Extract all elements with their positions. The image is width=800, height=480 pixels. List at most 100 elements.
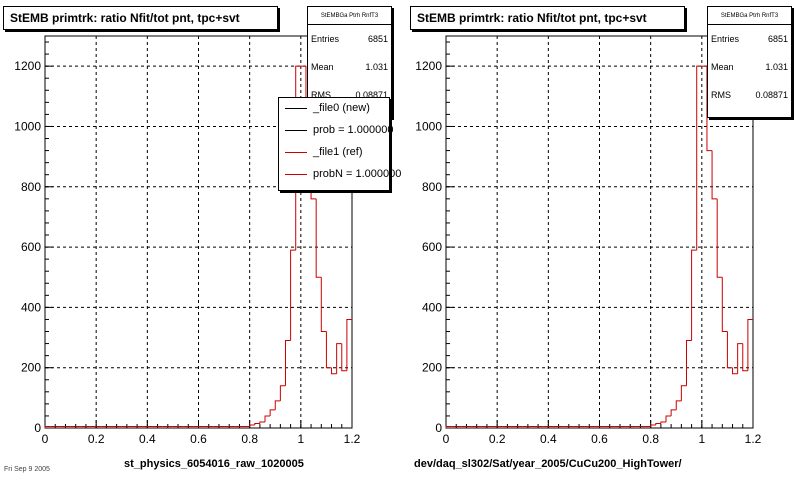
legend-line-file0 xyxy=(285,108,307,109)
panel-1-histogram-bin xyxy=(284,340,291,386)
panel-2-y-tick-label: 400 xyxy=(422,300,442,314)
panel-1-histogram-bin xyxy=(264,415,271,422)
panel-1-mean-label: Mean xyxy=(311,62,334,72)
panel-1-histogram-bin xyxy=(249,424,255,427)
panel-2-x-tick-label: 0.4 xyxy=(540,432,557,446)
panel-1-histogram-bin xyxy=(320,277,327,333)
legend-entry-file1: _file1 (ref) xyxy=(279,142,389,164)
panel-2-x-tick-label: 0 xyxy=(443,432,450,446)
panel-1-histogram-bin xyxy=(254,422,260,425)
panel-1-histogram-bin xyxy=(269,409,276,416)
panel-2-histogram-bin xyxy=(711,150,718,200)
panel-2-histogram-bin xyxy=(706,66,713,152)
panel-1-y-tick-label: 400 xyxy=(21,300,41,314)
panel-1-histogram-bin xyxy=(259,421,266,424)
legend-label-file1: _file1 (ref) xyxy=(313,146,363,158)
panel-2-rms-label: RMS xyxy=(711,90,731,100)
panel-1-histogram-bin xyxy=(315,198,322,278)
panel-2-histogram-bin xyxy=(445,425,452,428)
panel-1-x-tick-label: 1 xyxy=(297,432,304,446)
legend-entry-prob: prob = 1.000000 xyxy=(279,120,393,142)
panel-2-y-tick-label: 0 xyxy=(435,421,442,435)
legend-line-probN xyxy=(285,174,307,175)
panel-1-entries-value: 6851 xyxy=(367,34,388,44)
panel-1-histogram-bin xyxy=(331,367,337,375)
panel-2-histogram-bin xyxy=(737,343,743,374)
panel-2-title-text: StEMB primtrk: ratio Nfit/tot pnt, tpc+s… xyxy=(417,11,647,25)
panel-2-y-tick-label: 1200 xyxy=(415,59,442,73)
panel-2-histogram-bin xyxy=(665,415,672,422)
panel-1-y-tick-label: 1000 xyxy=(14,119,41,133)
panel-2-y-tick-label: 600 xyxy=(422,240,442,254)
panel-1-rms-value: 0.08871 xyxy=(355,90,388,100)
panel-1-rms-label: RMS xyxy=(311,90,331,100)
panel-2-mean-label: Mean xyxy=(711,62,734,72)
panel-1-histogram-bin xyxy=(336,343,342,374)
panel-2-histogram-bin xyxy=(732,367,738,375)
panel-2-title: StEMB primtrk: ratio Nfit/tot pnt, tpc+s… xyxy=(410,6,685,30)
panel-1-stats-name: StEMBGa Ptrh RnfT3 xyxy=(308,7,391,25)
legend-label-file0: _file0 (new) xyxy=(313,102,370,114)
panel-2-x-tick-label: 0.6 xyxy=(591,432,608,446)
panel-1-title: StEMB primtrk: ratio Nfit/tot pnt, tpc+s… xyxy=(3,6,278,30)
panel-2-histogram-bin xyxy=(670,409,677,416)
panel-2-histogram-bin xyxy=(726,331,733,369)
panel-1-entries-label: Entries xyxy=(311,34,340,44)
panel-2-stats-name: StEMBGa Ptrh RnfT3 xyxy=(708,7,791,25)
panel-1-y-tick-label: 600 xyxy=(21,240,41,254)
panel-1-x-tick-label: 0.6 xyxy=(190,432,207,446)
panel-2-histogram-bin xyxy=(696,65,702,251)
panel-1-x-tick-label: 0 xyxy=(42,432,49,446)
panel-1-x-tick-label: 0.8 xyxy=(241,432,258,446)
panel-1-xlabel: st_physics_6054016_raw_1020005 xyxy=(124,458,304,470)
panel-1-title-text: StEMB primtrk: ratio Nfit/tot pnt, tpc+s… xyxy=(10,11,240,25)
panel-2-histogram-bin xyxy=(742,343,748,372)
panel-2-rms-value: 0.08871 xyxy=(755,90,788,100)
panel-2-stats-box: StEMBGa Ptrh RnfT3 Entries 6851 Mean 1.031… xyxy=(707,6,792,118)
panel-2-x-tick-label: 1.2 xyxy=(745,432,762,446)
panel-1-histogram-bin xyxy=(279,385,286,401)
panel-2-x-tick-label: 0.8 xyxy=(642,432,659,446)
panel-1-mean-value: 1.031 xyxy=(365,62,388,72)
panel-1-x-tick-label: 1.2 xyxy=(344,432,361,446)
panel-2-entries-value: 6851 xyxy=(767,34,788,44)
panel-2-histogram-bin xyxy=(716,198,723,278)
panel-1-histogram-bin xyxy=(325,331,332,369)
panel-1-x-tick-label: 0.2 xyxy=(88,432,105,446)
legend-entry-file0: _file0 (new) xyxy=(279,98,389,120)
panel-2-histogram-bin xyxy=(675,400,682,410)
panel-1-histogram-bin xyxy=(44,425,51,428)
panel-2-mean-value: 1.031 xyxy=(765,62,788,72)
panel-2-x-tick-label: 1 xyxy=(698,432,705,446)
panel-2-y-tick-label: 800 xyxy=(422,180,442,194)
panel-1-y-tick-label: 800 xyxy=(21,180,41,194)
legend-label-prob: prob = 1.000000 xyxy=(313,124,394,136)
panel-1-x-tick-label: 0.4 xyxy=(139,432,156,446)
panel-1-histogram-bin xyxy=(274,400,281,410)
panel-2-y-tick-label: 200 xyxy=(422,361,442,375)
panel-2-histogram-bin xyxy=(650,424,656,427)
panel-2-histogram-bin xyxy=(721,277,728,333)
panel-2-y-tick-label: 1000 xyxy=(415,119,442,133)
panel-2-histogram-bin xyxy=(660,421,667,424)
legend-label-probN: probN = 1.000000 xyxy=(313,168,402,180)
panel-2-histogram-bin xyxy=(691,249,697,341)
panel-1-y-tick-label: 1200 xyxy=(14,59,41,73)
panel-1-histogram-bin xyxy=(346,318,352,371)
legend-entry-probN: probN = 1.000000 xyxy=(279,164,401,186)
timestamp: Fri Sep 9 2005 xyxy=(4,466,50,473)
legend-line-file1 xyxy=(285,152,307,153)
panel-2-entries-label: Entries xyxy=(711,34,740,44)
panel-2-xlabel: dev/daq_sl302/Sat/year_2005/CuCu200_High… xyxy=(414,458,682,470)
panel-1-legend: _file0 (new) prob = 1.000000 _file1 (ref… xyxy=(278,97,401,191)
panel-2-histogram-bin xyxy=(747,318,753,371)
panel-1-y-tick-label: 0 xyxy=(34,421,41,435)
panel-1-y-tick-label: 200 xyxy=(21,361,41,375)
panel-2-histogram-bin xyxy=(680,385,687,401)
panel-1-histogram-bin xyxy=(290,249,296,341)
panel-2-histogram-bin xyxy=(655,422,661,425)
panel-1-histogram-bin xyxy=(341,343,347,372)
panel-2-x-tick-label: 0.2 xyxy=(489,432,506,446)
legend-line-prob xyxy=(285,130,307,131)
